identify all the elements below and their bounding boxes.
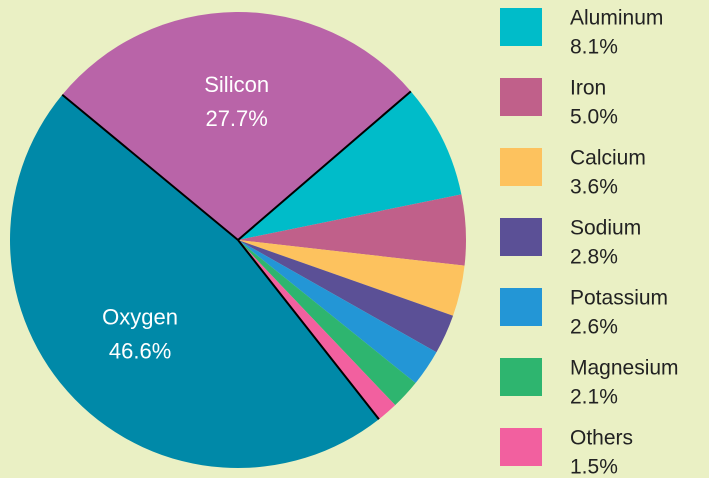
legend-label: Others <box>570 427 633 450</box>
slice-edge <box>61 93 239 241</box>
legend-value: 5.0% <box>570 106 618 129</box>
pie-slice <box>238 240 396 420</box>
slice-edge <box>237 239 380 420</box>
legend-swatch <box>500 218 542 256</box>
slice-edge <box>237 90 412 241</box>
slice-value: 46.6% <box>109 338 171 363</box>
slice-label: Silicon <box>204 72 269 97</box>
legend-value: 2.8% <box>570 246 618 269</box>
pie-slice <box>62 11 411 240</box>
legend-label: Sodium <box>570 217 641 240</box>
legend-swatch <box>500 358 542 396</box>
pie-slice <box>238 240 416 406</box>
legend-label: Magnesium <box>570 357 679 380</box>
pie-slice <box>238 240 465 316</box>
legend-value: 8.1% <box>570 36 618 59</box>
legend-label: Iron <box>570 77 606 100</box>
legend-swatch <box>500 8 542 46</box>
pie-slice <box>238 240 437 384</box>
legend-value: 2.1% <box>570 386 618 409</box>
pie-slice <box>238 194 466 266</box>
legend-swatch <box>500 148 542 186</box>
pie-slice <box>238 240 454 353</box>
legend-swatch <box>500 78 542 116</box>
legend-label: Calcium <box>570 147 646 170</box>
slice-label: Oxygen <box>102 304 178 329</box>
legend-label: Potassium <box>570 287 668 310</box>
pie-slice <box>9 94 379 468</box>
legend: Aluminum 8.1% Iron 5.0% Calcium 3.6% Sodium 2.8… <box>500 7 679 478</box>
legend-label: Aluminum <box>570 7 663 30</box>
legend-value: 3.6% <box>570 176 618 199</box>
pie-slice <box>238 91 462 240</box>
legend-swatch <box>500 428 542 466</box>
pie: Oxygen 46.6% Silicon 27.7% <box>9 11 466 468</box>
slice-value: 27.7% <box>205 106 267 131</box>
legend-swatch <box>500 288 542 326</box>
legend-value: 2.6% <box>570 316 618 339</box>
legend-value: 1.5% <box>570 456 618 478</box>
